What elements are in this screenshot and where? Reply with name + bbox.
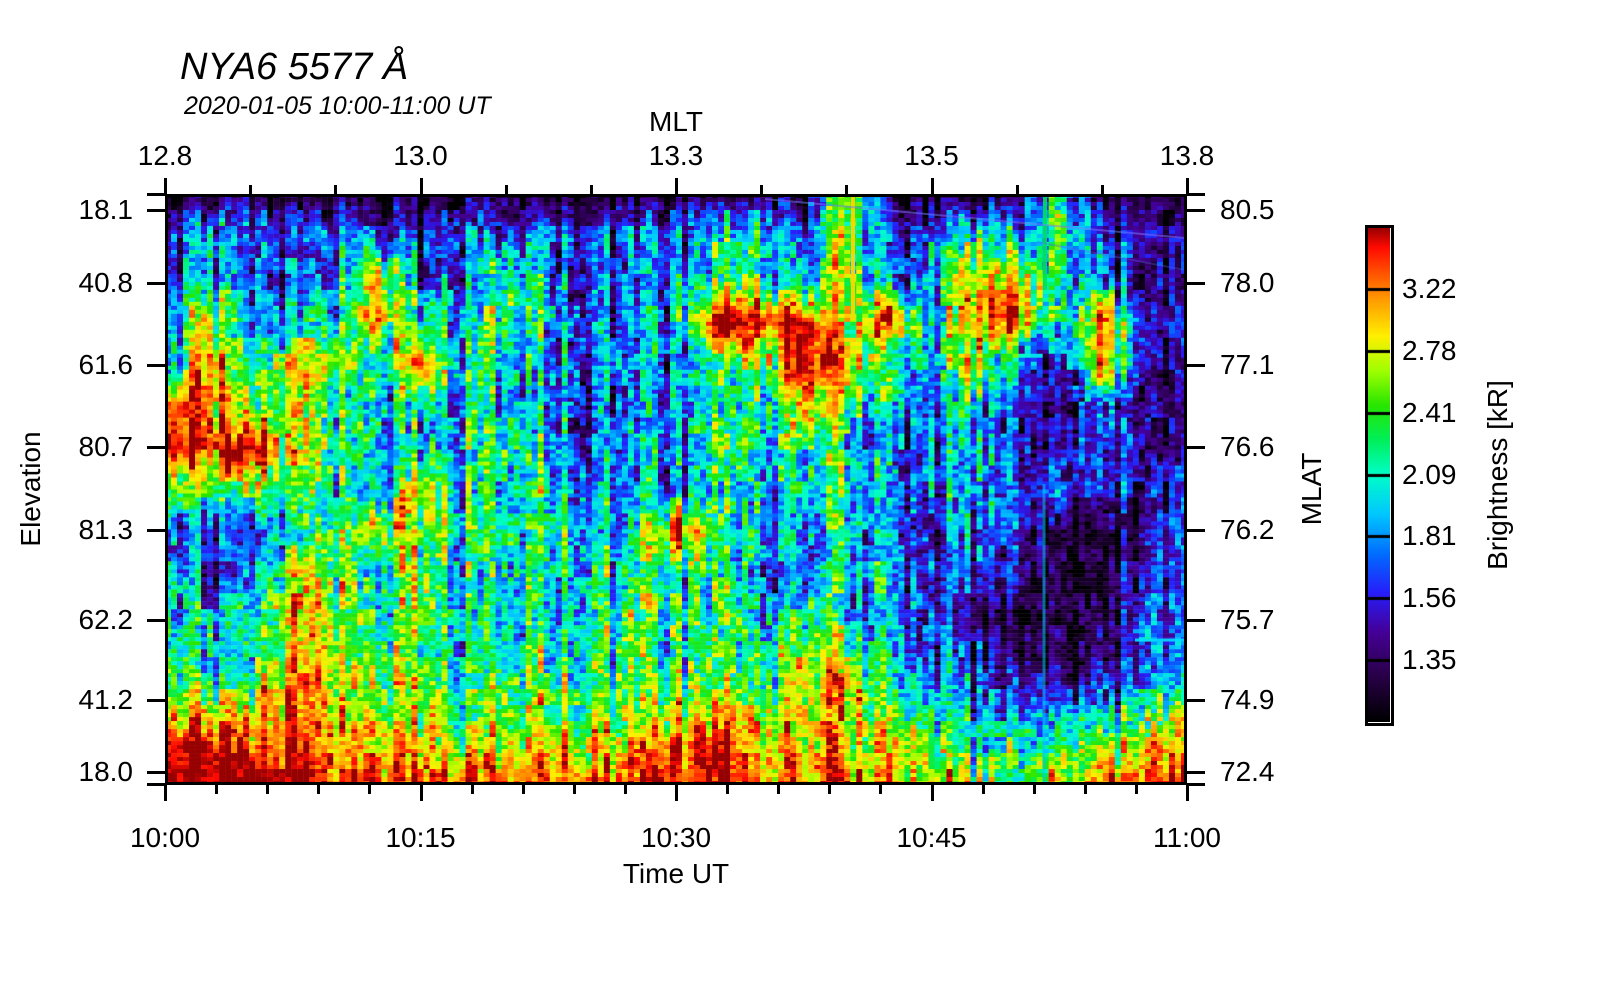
left-axis-tick-label: 40.8 [78,267,134,299]
top-axis-minor-tick [760,185,764,194]
left-axis-tick-label: 18.1 [78,193,134,225]
bottom-axis-tick-label: 11:00 [1153,822,1221,853]
page-title: NYA6 5577 Å [180,46,409,88]
colorbar-tick-label: 1.35 [1402,644,1457,676]
right-axis-major-tick [1187,619,1205,623]
left-axis-major-tick [147,529,165,533]
top-axis-major-tick [419,178,423,194]
bottom-axis-major-tick [930,785,934,801]
bottom-axis-minor-tick [266,785,270,794]
top-axis-minor-tick [504,185,508,194]
right-axis-tick-label: 80.5 [1220,193,1275,225]
right-axis-tick-label: 75.7 [1220,604,1275,636]
colorbar-label: Brightness [kR] [1482,380,1513,570]
bottom-axis-minor-tick [777,785,781,794]
top-axis-minor-tick [1015,185,1019,194]
colorbar-tick-label: 3.22 [1402,272,1457,304]
top-axis-minor-tick [589,185,593,194]
left-axis-major-tick [147,770,165,774]
bottom-axis-major-tick [164,785,167,801]
top-axis-tick-label: 13.5 [904,140,959,171]
right-axis-tick-label: 76.6 [1220,430,1275,462]
top-axis-major-tick [930,178,934,194]
right-axis-corner-tick [1187,783,1205,786]
bottom-axis-minor-tick [1032,785,1036,794]
right-axis-major-tick [1187,208,1205,212]
bottom-axis-minor-tick [1134,785,1138,794]
top-axis-minor-tick [845,185,849,194]
right-axis-major-tick [1187,282,1205,286]
colorbar-tick-label: 2.09 [1402,458,1457,490]
left-axis-tick-label: 41.2 [78,683,134,715]
left-axis-tick-label: 61.6 [78,348,134,380]
colorbar-tick-label: 2.41 [1402,396,1457,428]
top-axis-tick-label: 13.3 [648,140,704,171]
keogram-heatmap [165,194,1187,785]
bottom-axis-minor-tick [981,785,985,794]
left-axis-corner-tick [147,783,165,786]
left-axis-major-tick [147,698,165,702]
right-axis-tick-label: 78.0 [1220,267,1275,299]
left-axis-tick-label: 80.7 [78,430,134,462]
top-axis-tick-label: 12.8 [137,140,193,171]
left-axis-major-tick [147,208,165,212]
right-axis-tick-label: 72.4 [1220,755,1275,787]
right-axis-major-tick [1187,529,1205,533]
bottom-axis-minor-tick [828,785,832,794]
bottom-axis-major-tick [1186,785,1189,801]
left-axis-label: Elevation [15,431,46,547]
bottom-axis-minor-tick [521,785,525,794]
bottom-axis-minor-tick [368,785,372,794]
left-axis-major-tick [147,282,165,286]
left-axis-tick-label: 18.0 [78,755,134,787]
bottom-axis-tick-label: 10:00 [129,822,201,853]
top-axis-minor-tick [334,185,338,194]
top-axis-tick-label: 13.8 [1159,140,1215,171]
left-axis-major-tick [147,445,165,449]
colorbar-tick-label: 2.78 [1402,334,1457,366]
bottom-axis-minor-tick [1083,785,1087,794]
bottom-axis-label: Time UT [622,858,730,889]
right-axis-corner-tick [1187,193,1205,196]
top-axis-label: MLT [649,106,703,137]
left-axis-corner-tick [147,193,165,196]
bottom-axis-tick-label: 10:30 [640,822,712,853]
bottom-axis-minor-tick [317,785,321,794]
left-axis-tick-label: 81.3 [78,514,134,546]
colorbar [1367,227,1390,722]
right-axis-major-tick [1187,770,1205,774]
left-axis-tick-label: 62.2 [78,604,134,636]
top-axis-tick-label: 13.0 [393,140,448,171]
right-axis-tick-label: 76.2 [1220,514,1275,546]
top-axis-major-tick [164,178,167,194]
bottom-axis-major-tick [419,785,423,801]
bottom-axis-major-tick [675,785,678,801]
left-axis-major-tick [147,619,165,623]
bottom-axis-minor-tick [623,785,627,794]
left-axis-major-tick [147,363,165,367]
bottom-axis-minor-tick [572,785,576,794]
top-axis-major-tick [1186,178,1189,194]
colorbar-tick-label: 1.56 [1402,582,1457,614]
bottom-axis-tick-label: 10:15 [385,822,456,853]
right-axis-major-tick [1187,698,1205,702]
bottom-axis-minor-tick [879,785,883,794]
plot-subtitle: 2020-01-05 10:00-11:00 UT [184,92,491,120]
right-axis-major-tick [1187,363,1205,367]
bottom-axis-tick-label: 10:45 [896,822,967,853]
bottom-axis-minor-tick [470,785,474,794]
bottom-axis-minor-tick [726,785,730,794]
right-axis-label: MLAT [1296,452,1327,526]
right-axis-major-tick [1187,445,1205,449]
colorbar-tick-label: 1.81 [1402,520,1457,552]
bottom-axis-minor-tick [215,785,219,794]
right-axis-tick-label: 77.1 [1220,348,1275,380]
top-axis-minor-tick [249,185,253,194]
top-axis-minor-tick [1100,185,1104,194]
top-axis-major-tick [675,178,678,194]
right-axis-tick-label: 74.9 [1220,683,1275,715]
